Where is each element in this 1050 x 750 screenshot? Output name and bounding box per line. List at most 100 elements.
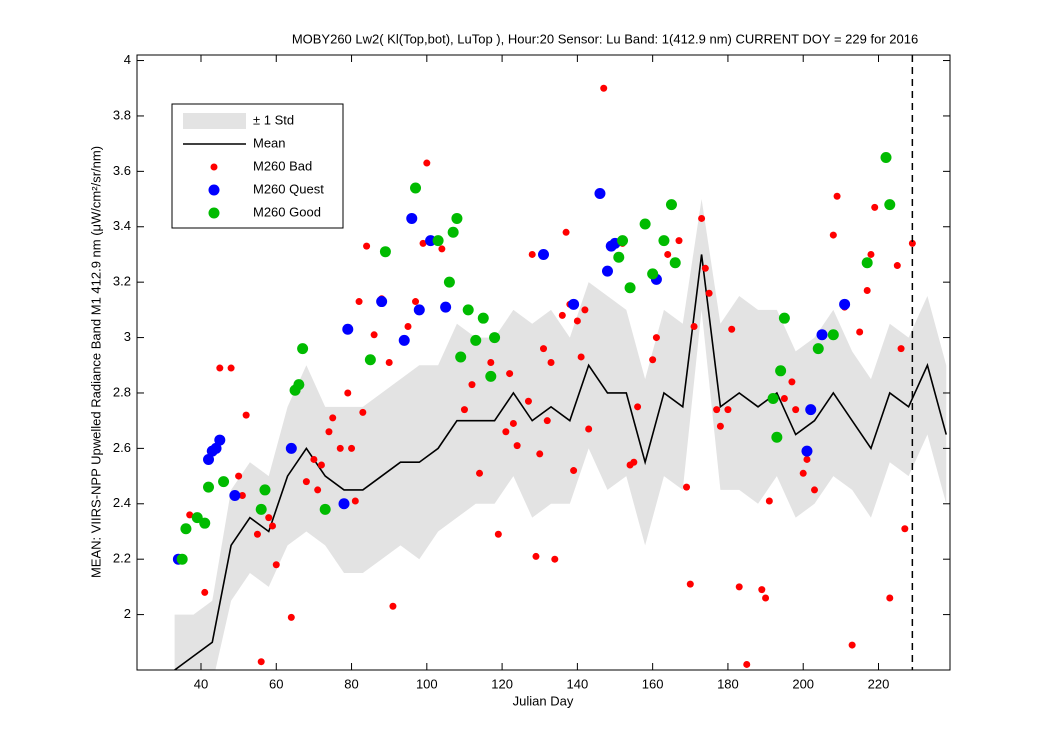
data-point	[242, 411, 250, 419]
plot-layer	[172, 84, 948, 670]
data-point	[701, 264, 709, 272]
chart-title: MOBY260 Lw2( Kl(Top,bot), LuTop ), Hour:…	[292, 31, 918, 46]
y-tick-label: 2.8	[113, 384, 131, 399]
axes-box	[136, 54, 951, 671]
data-point	[901, 525, 909, 533]
axes-layer: 40 60 80 100 120 140 160 180 200 220 2 2.2 2.4 2.6 2.8…	[113, 52, 950, 691]
data-point	[540, 345, 547, 353]
x-tick-label: 80	[344, 676, 358, 691]
x-tick-label: 220	[868, 676, 890, 691]
data-point	[886, 594, 894, 602]
data-point	[269, 522, 276, 530]
data-point	[758, 586, 766, 594]
y-tick-label: 4	[124, 52, 131, 67]
legend-swatch	[208, 207, 220, 219]
data-point	[884, 199, 896, 211]
data-point	[287, 613, 295, 621]
data-point	[494, 530, 502, 538]
data-point	[297, 343, 309, 355]
data-point	[201, 588, 209, 596]
data-point	[338, 498, 350, 510]
data-point	[410, 182, 422, 194]
legend-label: ± 1 Std	[253, 112, 294, 127]
data-point	[617, 235, 629, 247]
data-point	[447, 226, 459, 238]
data-point	[816, 329, 828, 341]
y-tick-label: 3.8	[113, 107, 131, 122]
data-point	[788, 378, 796, 386]
y-tick-label: 2.2	[113, 551, 131, 566]
data-point	[455, 351, 467, 363]
data-point	[805, 404, 817, 416]
data-point	[210, 442, 222, 454]
data-point	[705, 289, 713, 297]
data-point	[664, 250, 672, 258]
data-point	[716, 422, 724, 430]
data-point	[355, 298, 363, 306]
data-point	[376, 296, 388, 308]
data-point	[199, 517, 211, 529]
data-point	[524, 397, 532, 405]
legend-swatch	[183, 113, 246, 129]
y-tick-label: 2.4	[113, 495, 131, 510]
data-point	[344, 389, 352, 397]
data-point	[229, 489, 241, 501]
data-point	[908, 239, 916, 247]
data-point	[238, 491, 246, 499]
data-point	[647, 268, 659, 280]
data-point	[509, 419, 517, 427]
x-tick-label: 100	[416, 676, 438, 691]
legend-swatch	[208, 184, 220, 196]
data-point	[489, 332, 501, 344]
data-point	[839, 298, 851, 310]
data-point	[871, 203, 879, 211]
data-point	[359, 408, 367, 416]
data-point	[686, 580, 694, 588]
data-point	[468, 381, 476, 389]
data-point	[601, 265, 613, 277]
legend-label: M260 Good	[253, 204, 321, 219]
data-point	[765, 497, 773, 505]
data-point	[762, 594, 770, 602]
data-point	[803, 455, 811, 463]
data-point	[203, 481, 215, 493]
data-point	[342, 323, 354, 335]
data-point	[880, 152, 892, 163]
data-point	[613, 251, 625, 263]
data-point	[690, 322, 698, 330]
data-point	[658, 235, 670, 247]
data-point	[406, 212, 418, 224]
x-axis-label: Julian Day	[513, 693, 574, 708]
data-point	[767, 393, 779, 405]
y-tick-label: 3.2	[113, 274, 131, 289]
data-point	[665, 199, 677, 211]
data-point	[180, 523, 192, 535]
data-point	[462, 304, 474, 316]
data-point	[293, 379, 305, 391]
data-point	[470, 334, 482, 346]
data-point	[543, 417, 551, 425]
data-point	[585, 425, 593, 433]
data-point	[536, 450, 544, 458]
y-tick-label: 3	[124, 329, 131, 344]
data-point	[652, 334, 660, 342]
x-tick-label: 140	[567, 676, 589, 691]
data-point	[440, 301, 452, 313]
data-point	[314, 486, 322, 494]
data-point	[364, 354, 376, 366]
data-point	[594, 188, 606, 200]
data-point	[255, 503, 267, 515]
data-point	[812, 343, 824, 355]
y-tick-label: 2.6	[113, 440, 131, 455]
data-point	[438, 245, 446, 253]
data-point	[562, 228, 570, 236]
data-point	[419, 239, 427, 247]
data-point	[528, 250, 536, 258]
data-point	[485, 370, 497, 382]
data-point	[743, 660, 751, 668]
data-point	[698, 214, 706, 222]
legend-label: M260 Quest	[253, 181, 324, 196]
data-point	[351, 497, 359, 505]
data-point	[897, 345, 905, 353]
